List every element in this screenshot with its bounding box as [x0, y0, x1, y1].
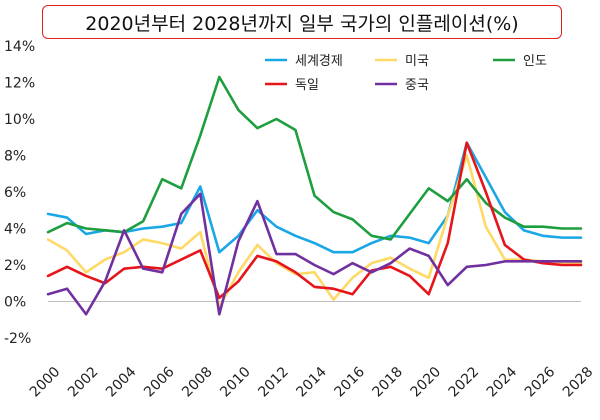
y-tick-label: 4%	[4, 222, 26, 238]
y-axis: -2% 0% 2% 4% 6% 8% 10% 12% 14%	[4, 39, 581, 347]
series-line-4	[46, 192, 583, 316]
x-tick-label: 2028	[560, 364, 597, 401]
x-tick-label: 2016	[331, 364, 368, 401]
series-line-0	[46, 141, 583, 254]
x-tick-label: 2002	[65, 364, 102, 401]
x-tick-label: 2004	[103, 364, 140, 401]
legend-label: 중국	[405, 78, 429, 93]
y-tick-label: -2%	[4, 331, 31, 347]
x-tick-label: 2026	[522, 364, 559, 401]
x-axis: 2000 2002 2004 2006 2008 2010 2012 2014 2016 2018…	[27, 364, 597, 401]
x-tick-label: 2022	[446, 364, 483, 401]
legend-label: 세계경제	[295, 54, 343, 69]
chart-title: 2020년부터 2028년까지 일부 국가의 인플레이션(%)	[42, 5, 562, 39]
y-tick-label: 12%	[4, 76, 35, 92]
series-line-3	[46, 141, 583, 300]
x-tick-label: 2014	[293, 364, 330, 401]
series-line-2	[46, 75, 583, 241]
y-tick-label: 2%	[4, 258, 26, 274]
x-tick-label: 2018	[370, 364, 407, 401]
x-tick-label: 2008	[179, 364, 216, 401]
legend-label: 인도	[523, 54, 547, 69]
x-tick-label: 2006	[141, 364, 178, 401]
y-tick-label: 10%	[4, 112, 35, 128]
legend-label: 미국	[405, 54, 429, 69]
y-tick-label: 14%	[4, 39, 35, 55]
legend-label: 독일	[295, 78, 319, 93]
x-tick-label: 2024	[484, 364, 521, 401]
y-tick-label: 6%	[4, 185, 26, 201]
series-line-1	[46, 154, 583, 309]
x-tick-label: 2010	[217, 364, 254, 401]
series-layer	[46, 75, 583, 316]
y-tick-label: 8%	[4, 149, 26, 165]
x-tick-label: 2012	[255, 364, 292, 401]
y-tick-label: 0%	[4, 295, 26, 311]
x-tick-label: 2000	[27, 364, 64, 401]
x-tick-label: 2020	[408, 364, 445, 401]
